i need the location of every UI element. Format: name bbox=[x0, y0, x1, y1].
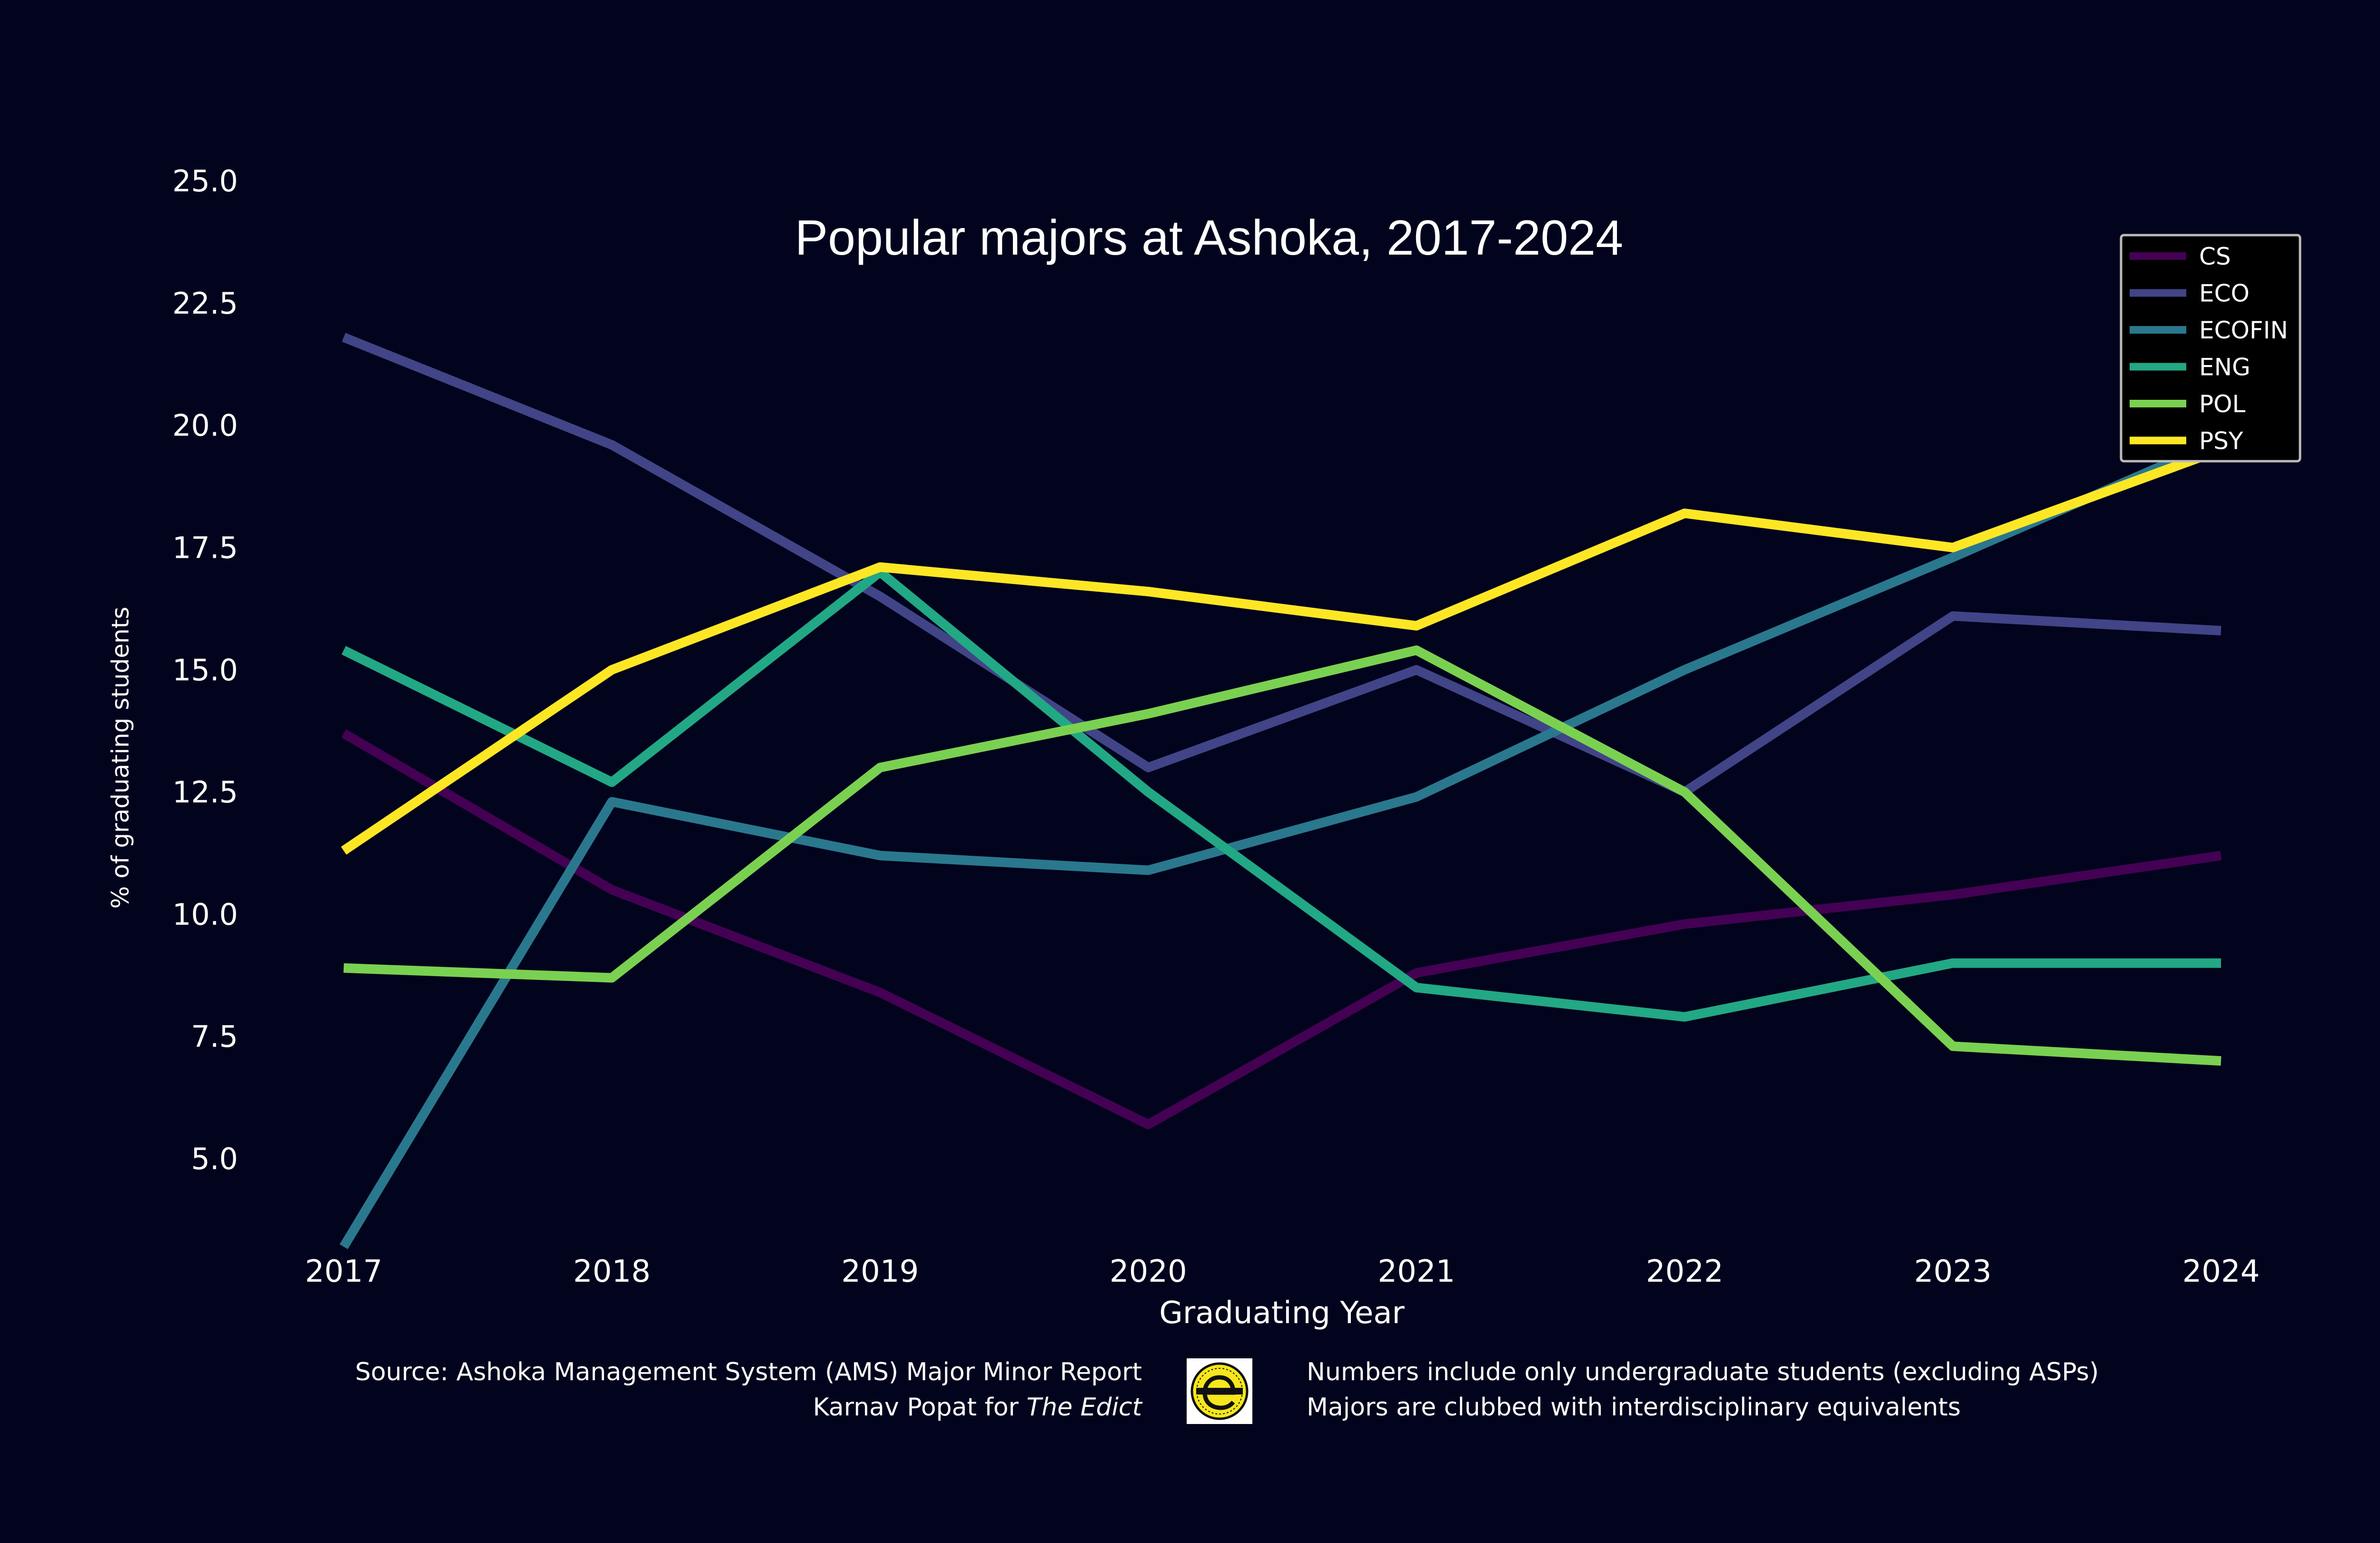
series-line-eng bbox=[341, 567, 2221, 1022]
x-tick-label-2022: 2022 bbox=[1646, 1254, 1724, 1289]
series-line-ecofin bbox=[339, 435, 2223, 1249]
x-axis-label: Graduating Year bbox=[1159, 1296, 1405, 1331]
x-tick-label-2021: 2021 bbox=[1378, 1254, 1455, 1289]
credit-line: Karnav Popat for The Edict bbox=[355, 1390, 1142, 1425]
y-tick-label-22-5: 22.5 bbox=[172, 286, 238, 321]
series-line-cs bbox=[341, 729, 2222, 1129]
y-axis: 5.0 7.5 10.0 12.5 15.0 17.5 20.0 22.5 25.0 bbox=[172, 164, 238, 1177]
note-1: Numbers include only undergraduate stude… bbox=[1307, 1358, 2099, 1386]
legend-label-eco: ECO bbox=[2199, 280, 2250, 307]
x-tick-label-2024: 2024 bbox=[2182, 1254, 2260, 1289]
x-tick-label-2023: 2023 bbox=[1914, 1254, 1992, 1289]
legend-label-cs: CS bbox=[2199, 243, 2231, 270]
series-lines bbox=[339, 333, 2223, 1249]
y-tick-label-20-0: 20.0 bbox=[172, 408, 238, 443]
chart-title: Popular majors at Ashoka, 2017-2024 bbox=[795, 210, 1623, 266]
y-tick-label-17-5: 17.5 bbox=[172, 530, 238, 565]
note-2: Majors are clubbed with interdisciplinar… bbox=[1307, 1393, 1961, 1422]
series-line-psy bbox=[341, 445, 2223, 855]
x-tick-label-2019: 2019 bbox=[841, 1254, 919, 1289]
y-axis-label: % of graduating students bbox=[107, 607, 134, 909]
source-credit: Source: Ashoka Management System (AMS) M… bbox=[355, 1355, 1142, 1425]
legend: CS ECO ECOFIN ENG POL PSY bbox=[2120, 234, 2301, 463]
legend-label-psy: PSY bbox=[2199, 427, 2243, 455]
x-axis: 2017 2018 2019 2020 2021 2022 2023 2024 bbox=[305, 1254, 2260, 1289]
y-tick-label-25-0: 25.0 bbox=[172, 164, 238, 198]
legend-label-pol: POL bbox=[2199, 390, 2246, 418]
legend-label-ecofin: ECOFIN bbox=[2199, 317, 2288, 344]
x-tick-label-2017: 2017 bbox=[305, 1254, 383, 1289]
credit-prefix: Karnav Popat for bbox=[813, 1393, 1027, 1422]
publication-name: The Edict bbox=[1026, 1393, 1142, 1422]
x-tick-label-2020: 2020 bbox=[1110, 1254, 1187, 1289]
the-edict-logo-icon bbox=[1187, 1358, 1252, 1424]
x-tick-label-2018: 2018 bbox=[573, 1254, 651, 1289]
y-tick-label-10-0: 10.0 bbox=[172, 897, 238, 932]
y-tick-label-7-5: 7.5 bbox=[191, 1019, 238, 1054]
source-line: Source: Ashoka Management System (AMS) M… bbox=[355, 1358, 1142, 1386]
notes: Numbers include only undergraduate stude… bbox=[1307, 1355, 2099, 1425]
y-tick-label-15-0: 15.0 bbox=[172, 653, 238, 687]
y-tick-label-5-0: 5.0 bbox=[191, 1142, 238, 1177]
series-line-eco bbox=[342, 333, 2221, 797]
y-tick-label-12-5: 12.5 bbox=[172, 775, 238, 810]
legend-label-eng: ENG bbox=[2199, 354, 2251, 381]
series-line-pol bbox=[343, 645, 2221, 1066]
